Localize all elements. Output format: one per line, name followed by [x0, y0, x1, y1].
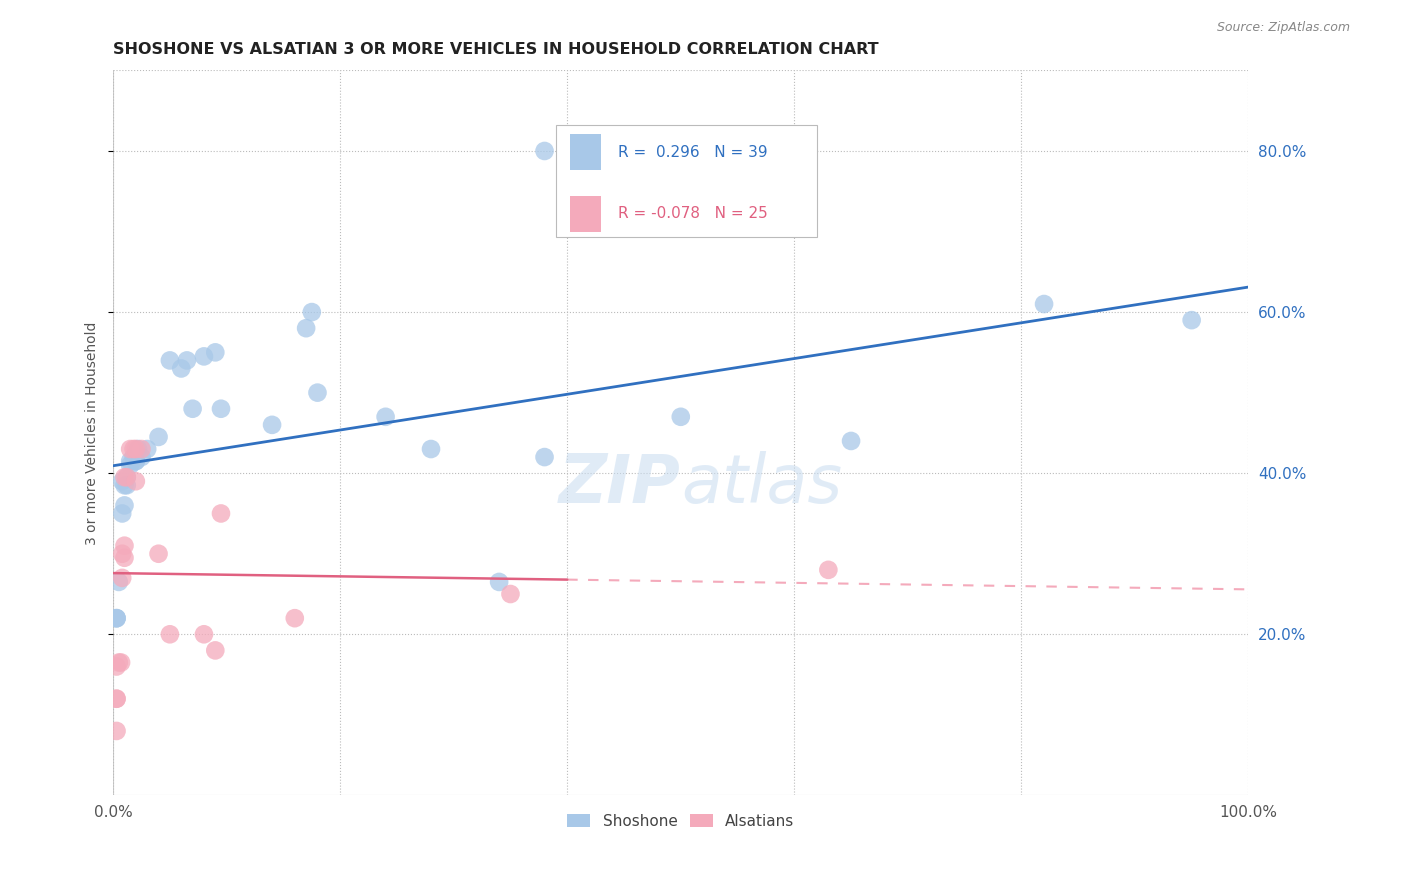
Point [114, 550, 136, 565]
Point [120, 442, 142, 456]
Legend: Shoshone, Alsatians: Shoshone, Alsatians [561, 807, 800, 835]
Point [148, 430, 170, 444]
Text: R = -0.078   N = 25: R = -0.078 N = 25 [619, 206, 768, 221]
Point [204, 345, 226, 359]
Point [209, 401, 232, 416]
Point [420, 442, 443, 456]
Point [136, 442, 159, 456]
Point [105, 611, 128, 625]
Point [114, 539, 136, 553]
Point [120, 458, 142, 472]
Point [122, 442, 145, 456]
Y-axis label: 3 or more Vehicles in Household: 3 or more Vehicles in Household [86, 321, 100, 545]
Point [170, 361, 193, 376]
Point [499, 587, 522, 601]
Point [110, 656, 132, 670]
Point [669, 409, 692, 424]
Bar [569, 196, 602, 232]
Point [105, 691, 128, 706]
Text: Source: ZipAtlas.com: Source: ZipAtlas.com [1216, 21, 1350, 35]
Point [193, 627, 215, 641]
Point [114, 470, 136, 484]
Point [148, 547, 170, 561]
Point [125, 442, 148, 456]
Point [111, 547, 134, 561]
Point [105, 723, 128, 738]
Point [209, 507, 232, 521]
Point [131, 442, 153, 456]
Point [125, 454, 148, 468]
Point [105, 691, 128, 706]
Point [125, 454, 148, 468]
Point [111, 507, 134, 521]
Point [111, 571, 134, 585]
Point [193, 350, 215, 364]
Point [262, 417, 284, 432]
Point [1033, 297, 1056, 311]
Point [105, 611, 128, 625]
Point [115, 470, 138, 484]
Text: atlas: atlas [681, 450, 842, 516]
Point [839, 434, 862, 448]
Point [127, 442, 149, 456]
Point [488, 574, 510, 589]
Point [533, 450, 555, 464]
Text: ZIP: ZIP [560, 450, 681, 516]
Point [108, 574, 131, 589]
Point [1181, 313, 1204, 327]
Point [204, 643, 226, 657]
Point [301, 305, 323, 319]
Point [533, 144, 555, 158]
Point [108, 656, 131, 670]
Point [181, 401, 204, 416]
Point [176, 353, 198, 368]
Point [125, 475, 148, 489]
Point [115, 478, 138, 492]
Point [114, 478, 136, 492]
Point [114, 499, 136, 513]
Point [111, 475, 134, 489]
Point [284, 611, 307, 625]
Text: SHOSHONE VS ALSATIAN 3 OR MORE VEHICLES IN HOUSEHOLD CORRELATION CHART: SHOSHONE VS ALSATIAN 3 OR MORE VEHICLES … [112, 42, 879, 57]
Point [374, 409, 396, 424]
Point [105, 611, 128, 625]
Bar [569, 134, 602, 170]
Point [307, 385, 329, 400]
Point [817, 563, 839, 577]
Point [159, 627, 181, 641]
Point [131, 450, 153, 464]
Point [120, 454, 142, 468]
FancyBboxPatch shape [555, 125, 817, 237]
Point [159, 353, 181, 368]
Point [122, 450, 145, 464]
Point [115, 470, 138, 484]
Point [105, 659, 128, 673]
Text: R =  0.296   N = 39: R = 0.296 N = 39 [619, 145, 768, 160]
Point [295, 321, 318, 335]
